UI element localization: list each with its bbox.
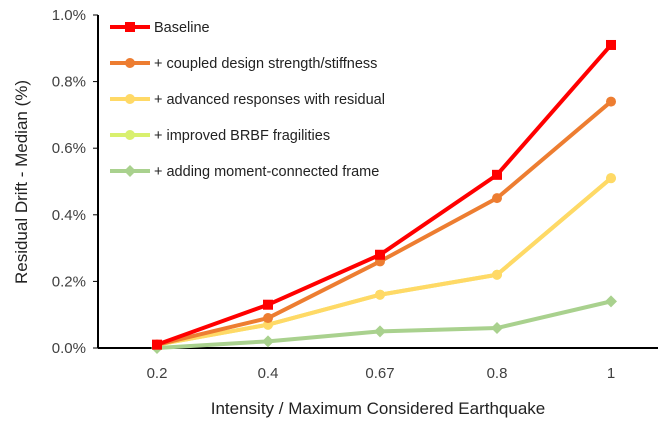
plot-area: [97, 15, 658, 349]
x-axis-ticks: 0.2 0.4 0.67 0.8 1: [147, 365, 616, 382]
legend-item: + adding moment-connected frame: [110, 164, 379, 180]
data-point: [492, 269, 502, 280]
x-tick-label: 0.67: [365, 365, 394, 382]
y-tick-label: 0.6%: [52, 140, 86, 157]
x-tick-label: 0.2: [147, 365, 168, 382]
legend-item: + improved BRBF fragilities: [110, 128, 330, 144]
data-point: [606, 39, 616, 50]
series-line: [155, 299, 613, 350]
series-line: [155, 42, 613, 347]
data-point: [374, 325, 386, 338]
legend-item: + advanced responses with residual: [110, 92, 385, 108]
legend-item: + coupled design strength/stiffness: [110, 56, 377, 72]
y-tick-label: 0.4%: [52, 207, 86, 224]
y-axis-label: Residual Drift - Median (%): [12, 80, 31, 284]
legend: Baseline + coupled design strength/stiffn…: [110, 20, 385, 180]
x-tick-label: 1: [607, 365, 615, 382]
data-point: [492, 169, 502, 180]
x-tick-label: 0.4: [258, 365, 279, 382]
series-baseline: [152, 39, 616, 350]
x-tick-label: 0.8: [487, 365, 508, 382]
x-axis-label: Intensity / Maximum Considered Earthquak…: [211, 399, 546, 418]
data-point: [263, 299, 273, 310]
y-tick-label: 0.8%: [52, 74, 86, 91]
data-point: [491, 322, 503, 335]
data-point: [605, 295, 617, 308]
legend-label: Baseline: [154, 20, 210, 36]
data-point: [375, 289, 385, 300]
legend-marker: [125, 22, 135, 32]
legend-label: + coupled design strength/stiffness: [154, 56, 377, 72]
y-axis-ticks: 0.0% 0.2% 0.4% 0.6% 0.8% 1.0%: [52, 7, 98, 357]
legend-label: + adding moment-connected frame: [154, 164, 379, 180]
data-point: [262, 335, 274, 348]
legend-marker: [125, 130, 135, 140]
legend-marker: [125, 94, 135, 104]
data-point: [375, 249, 385, 260]
data-point: [492, 193, 502, 204]
data-point: [606, 96, 616, 107]
series-adding-moment-connected-frame: [151, 295, 617, 354]
series-layer: [151, 39, 617, 354]
y-tick-label: 0.0%: [52, 340, 86, 357]
legend-marker: [125, 58, 135, 68]
data-point: [606, 173, 616, 184]
legend-marker: [124, 165, 136, 177]
y-tick-label: 0.2%: [52, 273, 86, 290]
legend-label: + improved BRBF fragilities: [154, 128, 330, 144]
legend-label: + advanced responses with residual: [154, 92, 385, 108]
legend-item: Baseline: [110, 20, 210, 36]
data-point: [263, 313, 273, 324]
data-point: [152, 339, 162, 350]
y-tick-label: 1.0%: [52, 7, 86, 24]
